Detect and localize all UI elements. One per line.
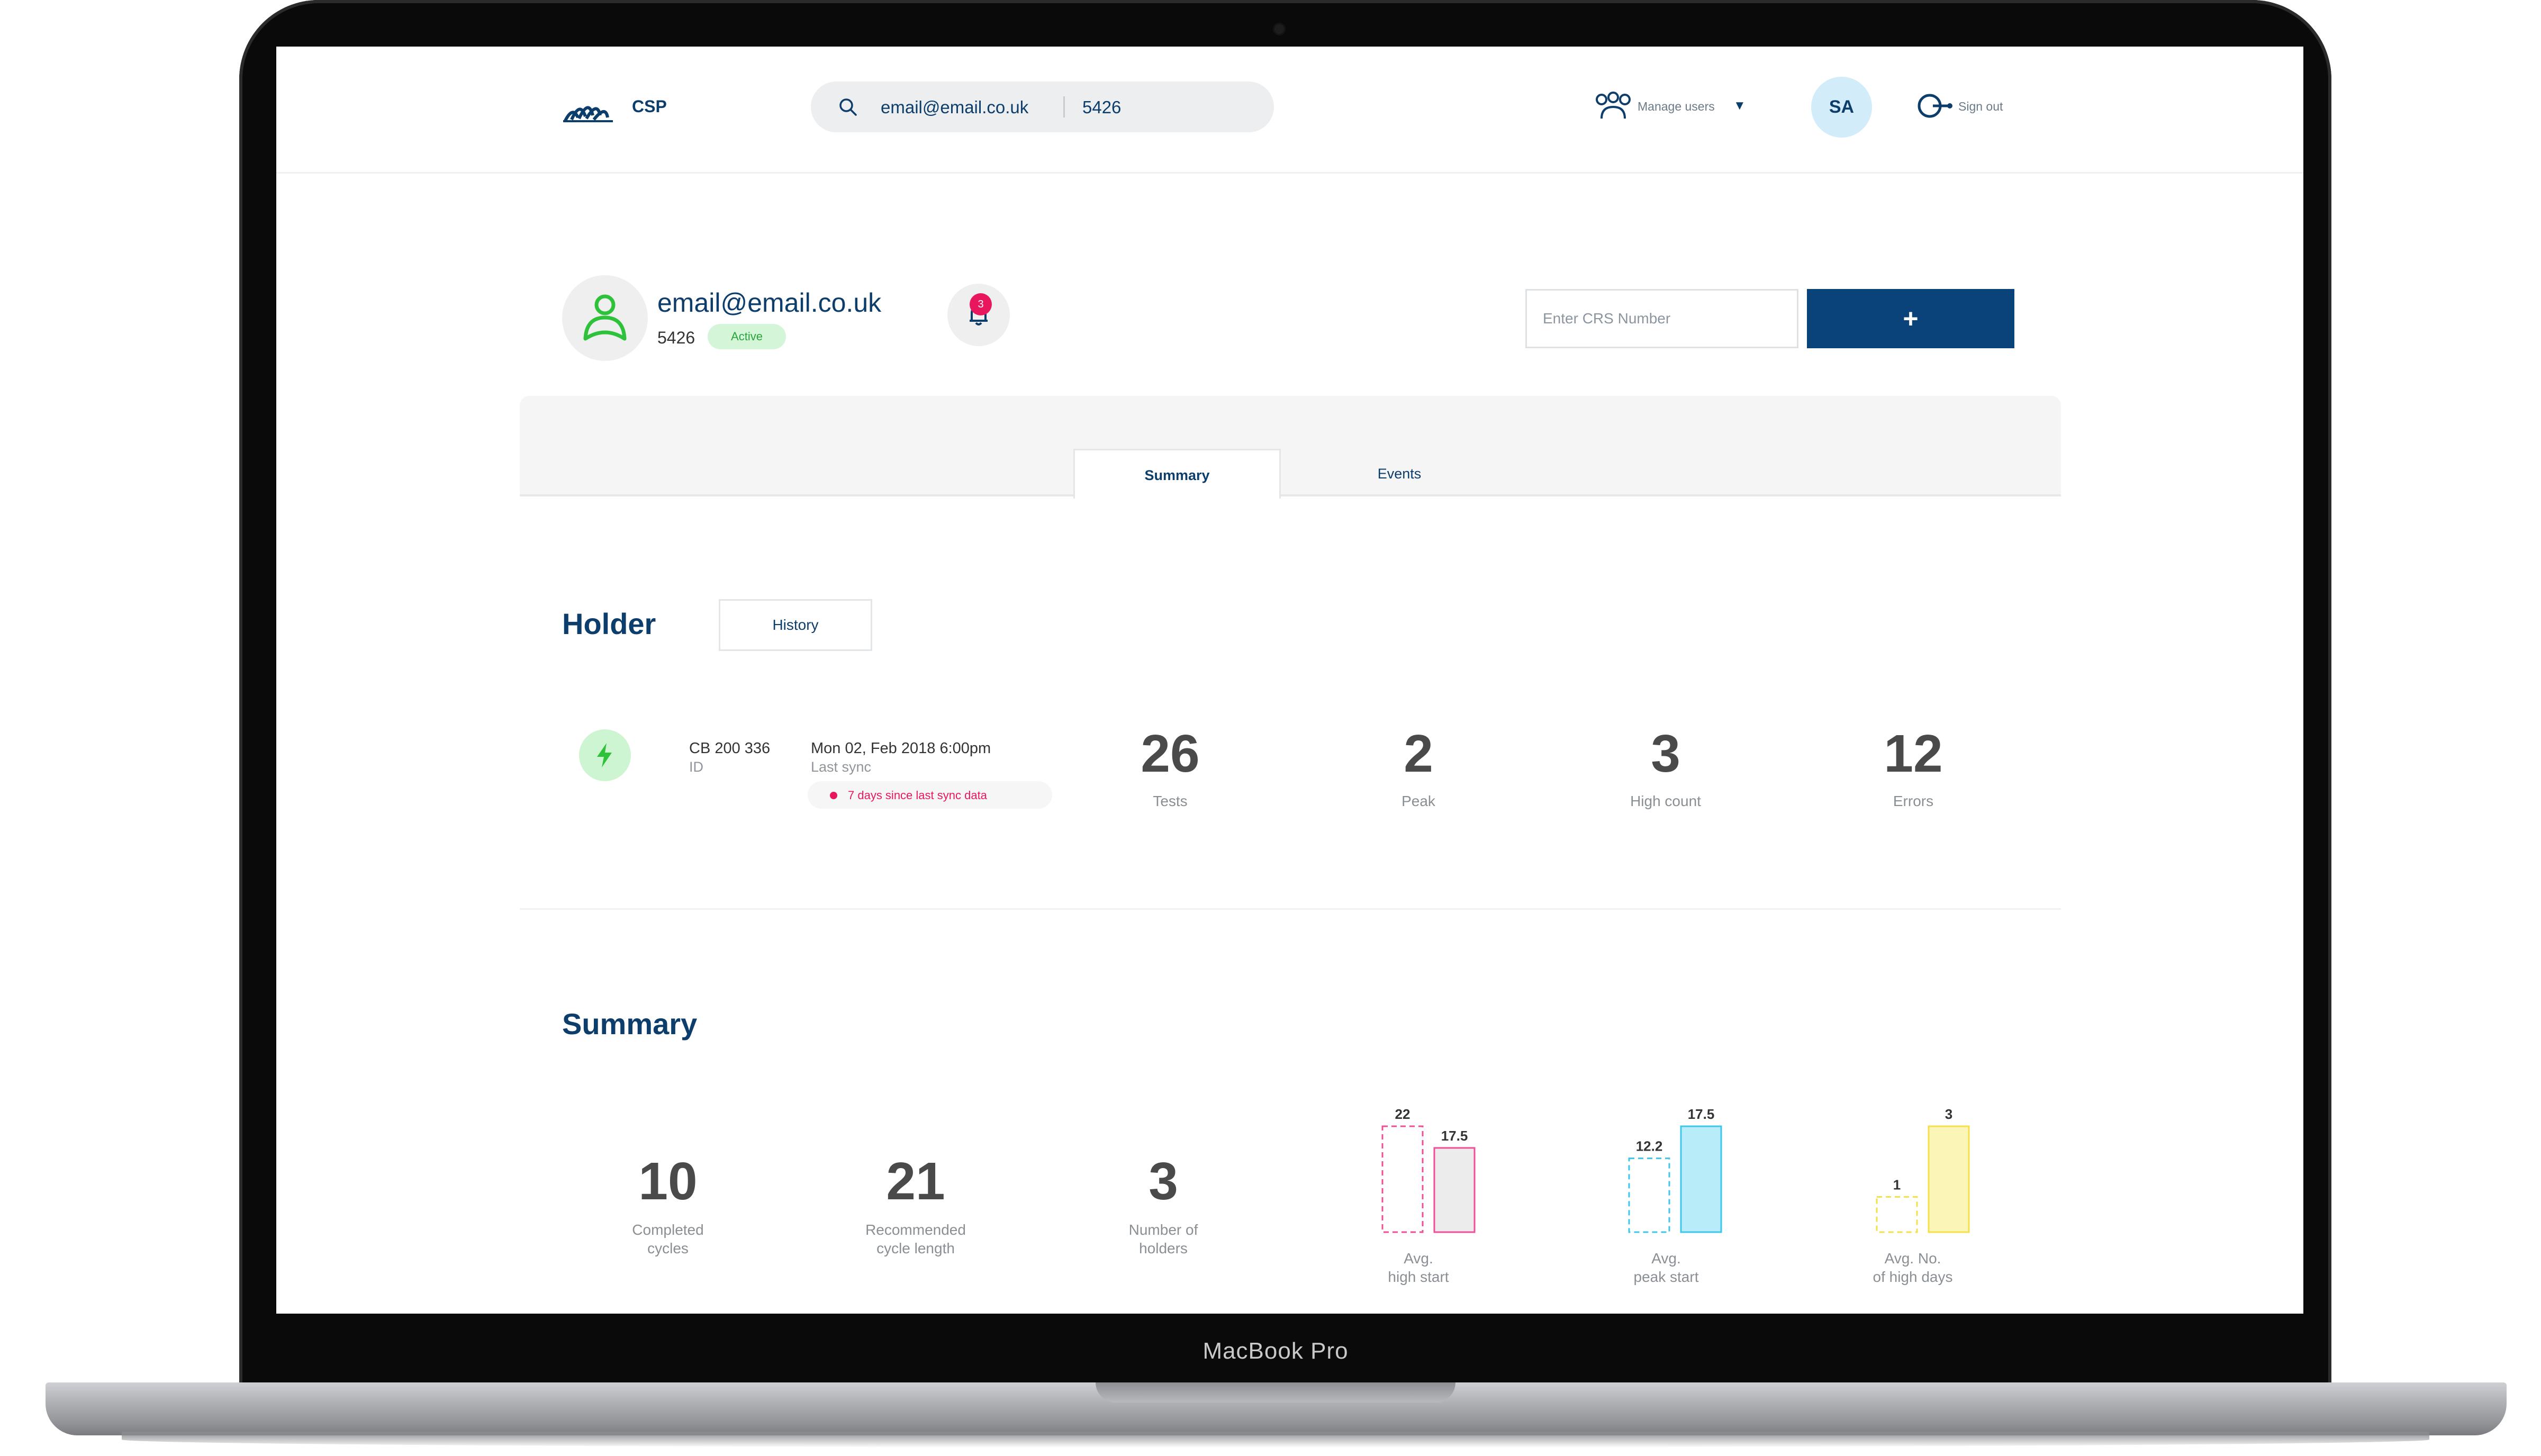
avg-high-start-chart: 22 17.5 <box>1368 1100 1495 1274</box>
bar-data-label: 3 <box>1945 1106 1952 1122</box>
stat-value: 2 <box>1404 724 1433 783</box>
mini-bar-chart-svg: 12.2 17.5 <box>1628 1106 1722 1233</box>
chart-label-line: Avg. <box>1404 1250 1433 1267</box>
chevron-down-icon: ▼ <box>1733 98 1746 113</box>
bar-0 <box>1628 1157 1670 1233</box>
bar-1 <box>1680 1125 1722 1233</box>
camera-icon <box>1274 24 1284 34</box>
tab-summary[interactable]: Summary <box>1073 449 1281 499</box>
summary-label: Number of holders <box>1073 1220 1253 1258</box>
bar-0 <box>1381 1125 1424 1233</box>
stat-high-count: 3 High count <box>1578 727 1753 810</box>
bar-data-label: 12.2 <box>1636 1138 1663 1154</box>
summary-completed-cycles: 10 Completed cycles <box>578 1155 758 1258</box>
chart-label: Avg. peak start <box>1576 1249 1756 1286</box>
summary-label-line: Number of <box>1128 1222 1198 1238</box>
crs-number-input[interactable] <box>1525 289 1798 348</box>
brand-logo-icon <box>563 106 613 122</box>
profile-avatar <box>562 275 648 361</box>
brand-name: CSP <box>632 97 667 116</box>
search-bar[interactable]: email@email.co.uk 5426 <box>811 82 1274 132</box>
stat-label: High count <box>1630 793 1701 809</box>
last-sync-label: Last sync <box>811 759 872 775</box>
chart-label: Avg. high start <box>1328 1249 1508 1286</box>
last-sync-date: Mon 02, Feb 2018 6:00pm <box>811 740 991 757</box>
laptop-notch <box>1096 1382 1455 1403</box>
summary-label: Completed cycles <box>578 1220 758 1258</box>
sign-out-label: Sign out <box>1958 100 2003 113</box>
stat-tests: 26 Tests <box>1083 727 1258 810</box>
tab-events[interactable]: Events <box>1377 466 1422 482</box>
summary-value: 21 <box>886 1152 945 1211</box>
laptop-shadow <box>122 1432 2429 1448</box>
summary-label-line: holders <box>1139 1240 1188 1256</box>
users-icon <box>1596 92 1631 119</box>
lightning-icon <box>597 743 612 767</box>
bar-1 <box>1433 1147 1476 1233</box>
app-screen: CSP email@email.co.uk 5426 Manage users … <box>276 47 2303 1314</box>
chart-label-line: peak start <box>1633 1269 1699 1285</box>
device-status <box>579 729 631 781</box>
status-badge: Active <box>708 324 786 349</box>
stat-label: Peak <box>1401 793 1435 809</box>
section-divider <box>520 908 2061 910</box>
summary-label-line: cycle length <box>876 1240 955 1256</box>
search-icon <box>839 98 857 116</box>
profile-email: email@email.co.uk <box>657 288 882 318</box>
stat-peak: 2 Peak <box>1331 727 1506 810</box>
device-id-label: ID <box>689 759 703 775</box>
sync-warning-text: 7 days since last sync data <box>848 789 987 802</box>
bar-0 <box>1876 1196 1918 1233</box>
add-crs-button[interactable]: + <box>1807 289 2014 348</box>
chart-label-line: Avg. No. <box>1884 1250 1941 1267</box>
stat-value: 26 <box>1141 724 1200 783</box>
top-header: CSP email@email.co.uk 5426 Manage users … <box>276 47 2303 174</box>
bar-1 <box>1928 1125 1970 1233</box>
holder-heading: Holder <box>562 607 656 640</box>
summary-value: 10 <box>638 1152 698 1211</box>
search-id-value[interactable]: 5426 <box>1082 97 1122 117</box>
sync-warning: 7 days since last sync data <box>808 781 1052 809</box>
notification-count-badge: 3 <box>970 293 992 315</box>
chart-label-line: Avg. <box>1651 1250 1681 1267</box>
manage-users-label: Manage users <box>1638 100 1715 113</box>
bar-data-label: 17.5 <box>1688 1106 1715 1122</box>
device-label: MacBook Pro <box>1202 1338 1349 1364</box>
chart-label-line: of high days <box>1873 1269 1953 1285</box>
summary-value: 3 <box>1149 1152 1178 1211</box>
summary-cycle-length: 21 Recommended cycle length <box>826 1155 1006 1258</box>
profile-id: 5426 <box>657 328 695 347</box>
bar-data-label: 17.5 <box>1441 1128 1468 1144</box>
history-button[interactable]: History <box>719 599 872 651</box>
stat-label: Tests <box>1153 793 1188 809</box>
summary-heading: Summary <box>562 1007 698 1041</box>
mini-bar-chart-svg: 13 <box>1876 1106 1970 1233</box>
stat-value: 3 <box>1651 724 1680 783</box>
stat-label: Errors <box>1893 793 1934 809</box>
stat-errors: 12 Errors <box>1826 727 2001 810</box>
sign-out-icon <box>1918 94 1952 118</box>
search-separator <box>1063 96 1065 117</box>
avg-peak-start-chart: 12.2 17.5 <box>1614 1100 1741 1274</box>
summary-label: Recommended cycle length <box>826 1220 1006 1258</box>
summary-label-line: cycles <box>647 1240 689 1256</box>
bar-data-label: 22 <box>1395 1106 1410 1122</box>
mini-bar-chart-svg: 22 17.5 <box>1381 1106 1476 1233</box>
alert-dot-icon <box>830 792 837 799</box>
search-email-value[interactable]: email@email.co.uk <box>881 97 1029 117</box>
chart-label-line: high start <box>1388 1269 1449 1285</box>
summary-holders: 3 Number of holders <box>1073 1155 1253 1258</box>
bar-data-label: 1 <box>1893 1177 1901 1192</box>
user-avatar[interactable]: SA <box>1811 77 1872 138</box>
tab-bar: Summary Events <box>520 396 2061 499</box>
summary-label-line: Recommended <box>865 1222 966 1238</box>
device-id: CB 200 336 <box>689 740 771 757</box>
user-icon <box>583 294 627 341</box>
summary-label-line: Completed <box>632 1222 704 1238</box>
chart-label: Avg. No. of high days <box>1823 1249 2003 1286</box>
stat-value: 12 <box>1884 724 1943 783</box>
